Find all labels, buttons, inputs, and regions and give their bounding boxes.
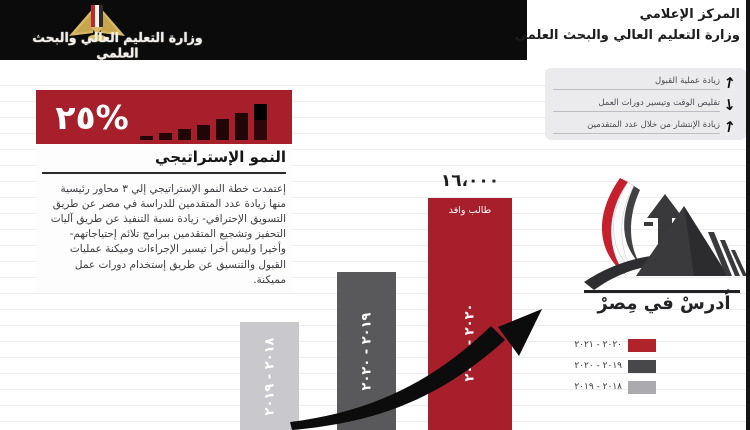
bar-2019-2020: ٢٠١٩ - ٢٠٢٠ xyxy=(337,272,396,430)
logo-caption: اُدرسْ في مِصرْ xyxy=(597,293,731,314)
strategic-growth-card: النمو الإستراتيجي إعتمدت خطة النمو الإست… xyxy=(36,144,292,292)
legend-label: ٢٠١٩ - ٢٠٢٠ xyxy=(574,361,622,371)
bar-year-label: ٢٠١٨ - ٢٠١٩ xyxy=(262,337,278,415)
ministry-name: وزارة التعليم العالي والبحث العلمي xyxy=(514,28,740,43)
legend-item-2020-2021: ٢٠٢٠ - ٢٠٢١ xyxy=(520,338,656,352)
growth-banner: ٢٥% xyxy=(36,90,292,144)
legend-swatch-red xyxy=(628,338,656,352)
growth-percent: ٢٥% xyxy=(55,97,129,137)
bar-year-label: ٢٠٢٠ - ٢٠٢١ xyxy=(462,303,478,381)
bar-2020-2021: طالب وافد ٢٠٢٠ - ٢٠٢١ xyxy=(428,198,512,430)
card-title: النمو الإستراتيجي xyxy=(42,148,286,174)
value-label-16000: ١٦،٠٠٠ xyxy=(440,171,500,191)
media-center-title: المركز الإعلامي xyxy=(639,7,740,22)
study-in-egypt-logo xyxy=(580,178,748,302)
page-right-border xyxy=(746,0,750,430)
ministry-header-band: وزارة التعليم العالي والبحث العلمي xyxy=(0,0,527,61)
legend-swatch-dark-gray xyxy=(628,359,656,373)
legend-label: ٢٠١٨ - ٢٠١٩ xyxy=(574,382,622,392)
goal-label: تقليص الوقت وتيسير دورات العمل xyxy=(553,98,720,112)
up-arrow-icon: ↑ xyxy=(721,73,737,93)
legend-swatch-light-gray xyxy=(628,380,656,394)
goal-label: زيادة عملية القبول xyxy=(553,76,720,90)
ministry-calligraphy: وزارة التعليم العالي والبحث العلمي xyxy=(32,29,203,61)
legend-label: ٢٠٢٠ - ٢٠٢١ xyxy=(574,340,622,350)
bar-year-label: ٢٠١٩ - ٢٠٢٠ xyxy=(359,312,375,390)
goal-item-admission: ↑ زيادة عملية القبول xyxy=(553,72,738,94)
legend-item-2019-2020: ٢٠١٩ - ٢٠٢٠ xyxy=(520,359,656,373)
egypt-eagle-emblem-icon xyxy=(66,2,128,50)
down-arrow-icon: ↓ xyxy=(721,95,737,115)
up-arrow-icon: ↑ xyxy=(721,117,737,137)
goal-label: زيادة الإنتشار من خلال عدد المتقدمين xyxy=(553,120,720,134)
bar-2018-2019: ٢٠١٨ - ٢٠١٩ xyxy=(240,322,299,430)
goal-item-reach: ↑ زيادة الإنتشار من خلال عدد المتقدمين xyxy=(553,116,738,138)
bar-annotation: طالب وافد xyxy=(448,205,492,216)
media-center-header: المركز الإعلامي وزارة التعليم العالي وال… xyxy=(515,7,740,43)
legend-item-2018-2019: ٢٠١٨ - ٢٠١٩ xyxy=(520,380,656,394)
chart-legend: ٢٠٢٠ - ٢٠٢١ ٢٠١٩ - ٢٠٢٠ ٢٠١٨ - ٢٠١٩ xyxy=(520,338,656,394)
goal-item-time: ↓ تقليص الوقت وتيسير دورات العمل xyxy=(553,94,738,116)
mini-growth-bars-icon xyxy=(140,100,267,140)
goals-panel: ↑ زيادة عملية القبول ↓ تقليص الوقت وتيسي… xyxy=(545,68,746,140)
card-paragraph: إعتمدت خطة النمو الإستراتيجي إلي ٣ محاور… xyxy=(50,183,286,286)
